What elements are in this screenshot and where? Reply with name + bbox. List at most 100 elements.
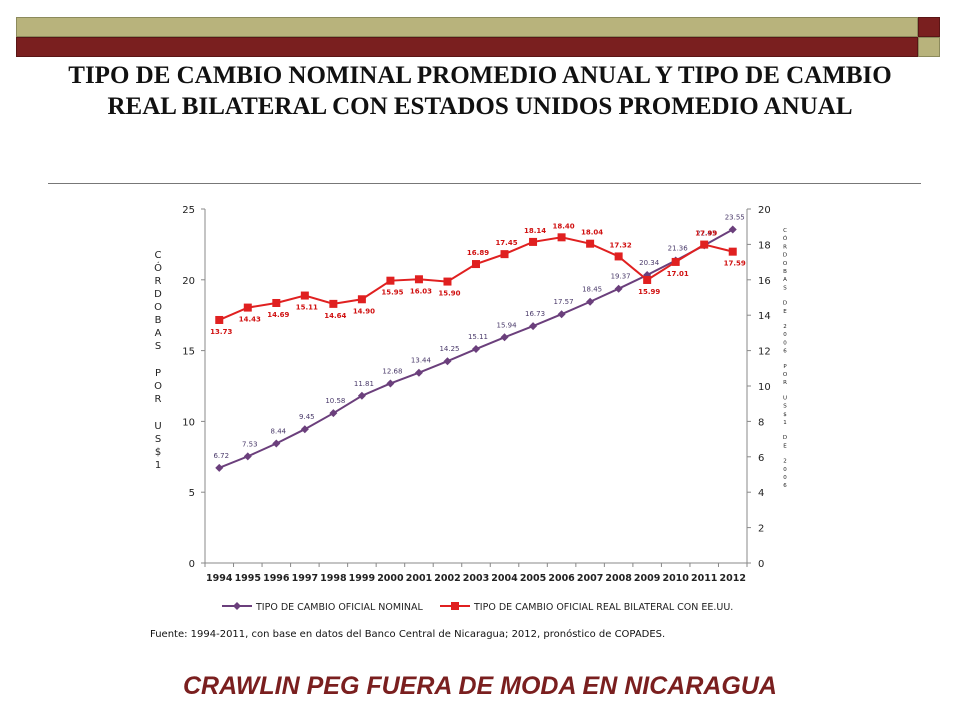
data-point-real [272, 298, 281, 307]
data-point-nominal [329, 409, 338, 418]
data-label-real: 15.99 [638, 288, 660, 296]
data-point-nominal [472, 345, 480, 354]
data-label-real: 17.59 [724, 260, 746, 268]
legend-marker-real [451, 602, 459, 610]
data-point-nominal [357, 391, 366, 400]
slide-title: TIPO DE CAMBIO NOMINAL PROMEDIO ANUAL Y … [68, 62, 892, 120]
data-point-real [557, 233, 566, 242]
data-label-nominal: 20.34 [639, 259, 660, 267]
data-point-nominal [272, 439, 281, 448]
data-label-nominal: 11.81 [354, 380, 374, 388]
data-label-real: 14.90 [353, 307, 375, 315]
left-tick-label: 0 [189, 559, 195, 570]
right-tick-label: 0 [758, 559, 764, 570]
footer-title: CRAWLIN PEG FUERA DE MODA EN NICARAGUA [183, 672, 777, 700]
data-label-real: 16.89 [467, 249, 489, 257]
data-point-real [700, 240, 709, 249]
legend-label-real: TIPO DE CAMBIO OFICIAL REAL BILATERAL CO… [473, 602, 733, 613]
data-point-nominal [529, 322, 538, 331]
data-label-nominal: 19.37 [611, 273, 631, 281]
data-label-real: 18.14 [524, 227, 546, 235]
data-label-real: 14.69 [267, 311, 289, 319]
data-point-real [386, 276, 395, 285]
left-tick-label: 5 [189, 488, 195, 499]
data-label-real: 17.45 [495, 239, 517, 247]
data-label-real: 14.64 [324, 312, 346, 320]
right-tick-label: 10 [758, 382, 771, 393]
data-point-real [472, 260, 480, 269]
data-point-real [243, 303, 252, 312]
x-tick-label: 2012 [720, 573, 746, 584]
x-tick-label: 1997 [292, 573, 318, 584]
data-point-nominal [500, 333, 509, 342]
data-label-nominal: 13.44 [411, 357, 432, 365]
header-square-red [918, 17, 940, 37]
right-tick-label: 12 [758, 347, 771, 358]
x-tick-label: 2008 [605, 573, 632, 584]
right-tick-label: 20 [758, 205, 771, 216]
chart-source-note: Fuente: 1994-2011, con base en datos del… [150, 628, 665, 640]
header-square-olive [918, 37, 940, 57]
header-band-red [16, 37, 918, 57]
data-point-nominal [215, 463, 224, 472]
x-tick-label: 2000 [377, 573, 404, 584]
data-point-real [329, 299, 338, 308]
right-tick-label: 14 [758, 311, 771, 322]
data-label-real: 15.11 [296, 304, 318, 312]
x-tick-label: 2001 [406, 573, 432, 584]
right-tick-label: 18 [758, 240, 771, 251]
right-tick-label: 6 [758, 453, 764, 464]
x-tick-label: 2003 [463, 573, 489, 584]
x-tick-label: 1995 [235, 573, 261, 584]
data-point-real [529, 237, 538, 246]
data-point-real [586, 239, 595, 248]
data-point-real [300, 291, 309, 300]
left-tick-label: 10 [182, 417, 195, 428]
data-label-nominal: 16.73 [525, 310, 545, 318]
right-tick-label: 8 [758, 417, 764, 428]
data-label-nominal: 6.72 [213, 452, 229, 460]
data-label-nominal: 10.58 [325, 397, 345, 405]
data-point-nominal [386, 379, 395, 388]
data-label-nominal: 8.44 [271, 427, 287, 435]
x-tick-label: 2002 [434, 573, 460, 584]
data-label-real: 15.95 [381, 289, 403, 297]
x-tick-label: 2005 [520, 573, 546, 584]
data-point-real [414, 275, 423, 284]
data-point-real [215, 315, 224, 324]
data-label-nominal: 23.55 [725, 214, 745, 222]
data-point-real [614, 252, 623, 261]
data-point-nominal [300, 425, 309, 434]
x-tick-label: 2007 [577, 573, 603, 584]
data-label-nominal: 17.57 [554, 298, 574, 306]
data-label-nominal: 7.53 [242, 440, 258, 448]
data-label-nominal: 18.45 [582, 286, 602, 294]
x-tick-label: 1996 [263, 573, 290, 584]
data-point-nominal [243, 452, 252, 461]
left-tick-label: 15 [182, 347, 195, 358]
data-label-nominal: 14.25 [439, 345, 459, 353]
data-label-nominal: 21.36 [668, 245, 689, 253]
x-tick-label: 2011 [691, 573, 717, 584]
x-tick-label: 1994 [206, 573, 233, 584]
data-point-nominal [557, 310, 566, 319]
decorative-header-band [16, 17, 940, 60]
data-label-real: 16.03 [410, 287, 432, 295]
data-label-real: 14.43 [239, 316, 261, 324]
data-label-real: 17.01 [667, 270, 689, 278]
data-label-nominal: 22.43 [696, 229, 716, 237]
left-tick-label: 25 [182, 205, 195, 216]
data-label-nominal: 15.11 [468, 333, 488, 341]
x-tick-label: 1998 [320, 573, 347, 584]
x-tick-label: 1999 [349, 573, 375, 584]
data-label-real: 13.73 [210, 328, 232, 336]
x-tick-label: 2006 [548, 573, 575, 584]
data-label-real: 18.40 [553, 222, 575, 230]
data-point-nominal [414, 368, 423, 377]
